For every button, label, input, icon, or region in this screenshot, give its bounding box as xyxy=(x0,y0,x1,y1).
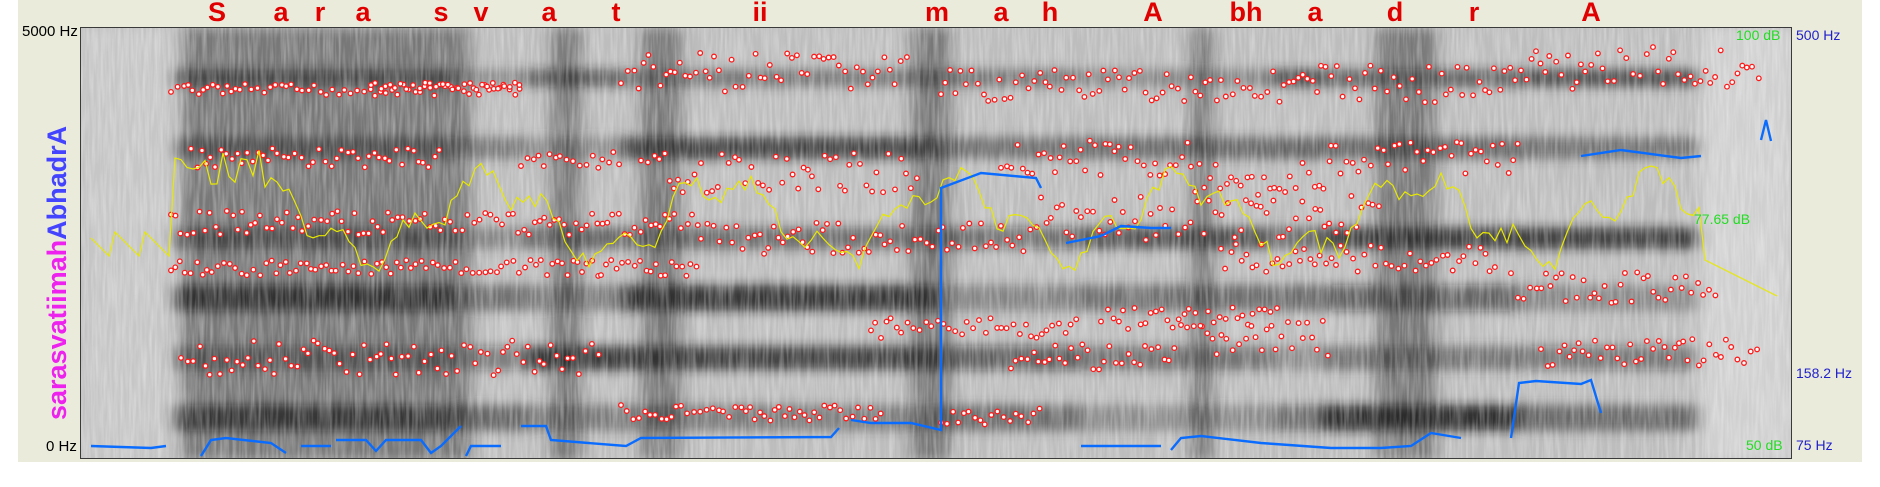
pitch-contour xyxy=(1580,148,1702,160)
frequency-axis-top-label: 5000 Hz xyxy=(22,23,78,40)
phone-label: r xyxy=(314,0,326,27)
formant-tracks xyxy=(168,44,1762,428)
pitch-contour xyxy=(464,444,501,457)
phone-label: t xyxy=(611,0,621,27)
utterance-transcript: sarasvatiimahAbhadrA xyxy=(42,126,73,420)
phone-label: v xyxy=(473,0,489,27)
phone-label: S xyxy=(207,0,227,27)
phone-label: bh xyxy=(1229,0,1263,27)
phone-label: a xyxy=(355,0,371,27)
phone-label: m xyxy=(924,0,950,27)
phone-label: s xyxy=(433,0,449,27)
phone-label: A xyxy=(1143,0,1163,27)
pitch-contour xyxy=(1509,378,1603,439)
pitch-contour xyxy=(1759,119,1773,142)
phone-label: ii xyxy=(752,0,768,27)
transcript-part-1: sarasvatiimah xyxy=(42,239,72,420)
pitch-contour xyxy=(199,436,287,457)
spectral-texture xyxy=(81,28,1791,458)
pitch-contour xyxy=(1170,431,1462,451)
spectrogram-canvas xyxy=(81,28,1791,458)
pitch-contour xyxy=(90,444,167,450)
pitch-axis-top-label: 500 Hz xyxy=(1796,27,1841,43)
phone-label: a xyxy=(993,0,1009,27)
intensity-axis-top-label: 100 dB xyxy=(1736,27,1781,43)
spectrogram-panel[interactable] xyxy=(80,27,1792,459)
phone-label: h xyxy=(1041,0,1059,27)
frequency-axis-bottom-label: 0 Hz xyxy=(46,438,77,455)
intensity-axis-bottom-label: 50 dB xyxy=(1746,437,1783,453)
pitch-axis-bottom-label: 75 Hz xyxy=(1796,437,1833,453)
phone-label: a xyxy=(273,0,289,27)
pitch-contour xyxy=(336,425,462,455)
phone-label: a xyxy=(541,0,557,27)
pitch-contour xyxy=(1065,224,1171,245)
intensity-contour xyxy=(90,150,1778,297)
phone-label: r xyxy=(1468,0,1480,27)
phone-label: d xyxy=(1386,0,1404,27)
pitch-contour xyxy=(850,171,1043,432)
transcript-part-2: AbhadrA xyxy=(42,125,72,240)
intensity-axis-mid-label: 77.65 dB xyxy=(1694,211,1751,227)
pitch-contour xyxy=(521,424,840,448)
pitch-axis-mid-label: 158.2 Hz xyxy=(1796,365,1853,381)
phone-label: A xyxy=(1581,0,1601,27)
phone-label: a xyxy=(1307,0,1323,27)
